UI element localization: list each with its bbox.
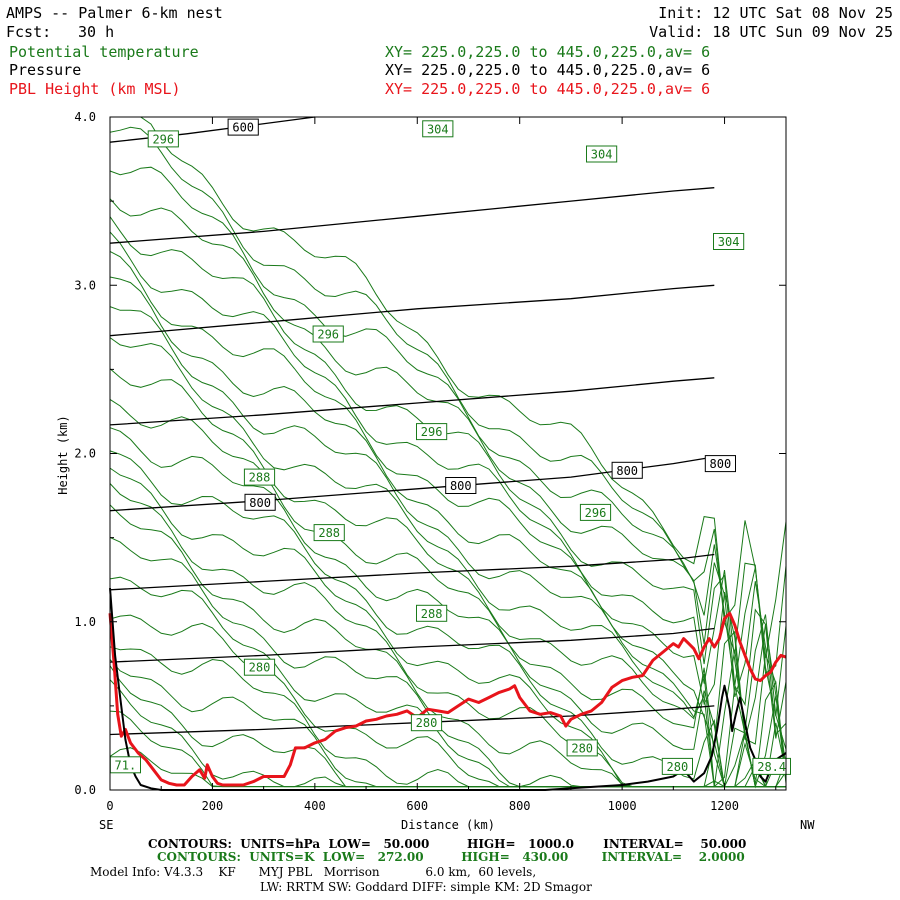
theta-contour-label-box [422, 120, 454, 138]
pressure-contour-label: 800 [450, 479, 472, 493]
x-tick-label: 1000 [608, 799, 637, 813]
theta-contour-label-box [312, 325, 344, 343]
theta-contour-label-box [243, 468, 276, 486]
theta-contour-label: 304 [427, 122, 449, 136]
pressure-contour-line [109, 553, 715, 591]
theta-contour-label-box [313, 524, 345, 542]
theta-contour-label-box [752, 757, 792, 775]
theta-contour-label: 288 [318, 526, 340, 540]
x-axis-left-end: SE [99, 818, 113, 832]
contour-labels: 296 304 304 304 296 296 296 288 288 288 280 280 280 2… [109, 118, 792, 775]
theta-contour-label-box [243, 658, 276, 676]
theta-contour-label-box [713, 233, 745, 250]
y-axis-title: Height (km) [56, 415, 70, 494]
theta-contour-label: 304 [718, 235, 740, 249]
theta-contour-line [109, 126, 787, 675]
x-tick-label: 800 [509, 799, 531, 813]
pressure-contour-line [109, 187, 715, 244]
theta-contour-line [109, 231, 787, 750]
theta-contour-label-box [147, 130, 179, 148]
theta-contour-label-box [416, 423, 448, 441]
theta-contour-line [109, 198, 787, 739]
theta-contour-label: 280 [571, 741, 593, 755]
potential-temperature-contours [109, 116, 787, 789]
init-time: Init: 12 UTC Sat 08 Nov 25 [658, 4, 893, 22]
legend-pbl-height-xy: XY= 225.0,225.0 to 445.0,225.0,av= 6 [385, 80, 710, 98]
theta-contour-line [109, 368, 787, 788]
theta-contour-line [109, 306, 787, 787]
theta-contour-label: 288 [421, 607, 443, 621]
pressure-contour-label: 800 [249, 496, 271, 510]
legend-pbl-height: PBL Height (km MSL) [9, 80, 181, 98]
footer-model-info: Model Info: V4.3.3 KF MYJ PBL Morrison 6… [90, 865, 536, 879]
theta-contour-label: 296 [317, 328, 339, 342]
theta-contour-label-box [410, 714, 443, 732]
theta-contour-line [109, 398, 787, 788]
footer-pressure-contours: CONTOURS: UNITS=hPa LOW= 50.000 HIGH= 10… [148, 837, 746, 851]
theta-contour-label-box [661, 757, 693, 775]
forecast-value: 30 h [78, 23, 114, 41]
pressure-contour-label: 800 [710, 457, 732, 471]
pressure-contour-line [109, 377, 715, 426]
theta-contour-label: 28.4 [757, 760, 786, 774]
theta-contour-label-box [579, 503, 612, 521]
theta-contour-label-box [586, 145, 618, 163]
pressure-contour-label-box [244, 493, 276, 511]
theta-contour-label: 280 [416, 716, 438, 730]
theta-contour-label: 304 [591, 148, 613, 162]
theta-contour-label-box [416, 604, 448, 622]
y-tick-label: 3.0 [74, 278, 96, 292]
footer-theta-contours: CONTOURS: UNITS=K LOW= 272.00 HIGH= 430.… [157, 850, 745, 864]
pressure-contour-label: 600 [232, 121, 254, 135]
plot-background [110, 117, 786, 790]
forecast-label: Fcst: [6, 23, 51, 41]
x-axis-title: Distance (km) [401, 818, 495, 832]
theta-contour-line [109, 216, 787, 736]
theta-contour-label: 296 [585, 506, 607, 520]
pressure-contour-label-box [704, 455, 736, 473]
plot-area: 296 304 304 304 296 296 296 288 288 288 280 280 280 2… [74, 110, 792, 813]
pressure-contour-line [109, 456, 715, 512]
theta-contour-label: 296 [421, 425, 443, 439]
pressure-contour-label: 800 [616, 464, 638, 478]
legend-pressure-xy: XY= 225.0,225.0 to 445.0,225.0,av= 6 [385, 61, 710, 79]
theta-contour-line [109, 337, 787, 789]
legend-pressure: Pressure [9, 61, 81, 79]
pressure-contour-line [109, 627, 715, 663]
x-tick-label: 1200 [710, 799, 739, 813]
pbl-height-line [108, 611, 787, 787]
legend-potential-temperature: Potential temperature [9, 43, 199, 61]
theta-contour-label: 296 [152, 132, 174, 146]
x-tick-label: 0 [106, 799, 113, 813]
theta-contour-line [109, 276, 787, 778]
figure-title: AMPS -- Palmer 6-km nest [6, 4, 223, 22]
theta-contour-label: 288 [249, 471, 271, 485]
y-tick-label: 1.0 [74, 615, 96, 629]
x-axis-right-end: NW [800, 818, 815, 832]
footer-physics-info: LW: RRTM SW: Goddard DIFF: simple KM: 2D… [260, 880, 592, 894]
pressure-contour-label-box [227, 118, 259, 136]
theta-contour-line [109, 427, 787, 788]
y-tick-label: 0.0 [74, 783, 96, 797]
pressure-contour-label-box [445, 477, 477, 494]
x-tick-label: 600 [406, 799, 428, 813]
pressure-contour-line [109, 284, 715, 337]
axis-ticks: 0 200 400 600 800 1000 1200 0.0 1.0 2.0 3.0 4.0 [74, 110, 786, 813]
y-tick-label: 4.0 [74, 110, 96, 124]
pressure-contours [109, 116, 715, 736]
theta-contour-label: 280 [249, 661, 271, 675]
pressure-contour-line [109, 705, 715, 736]
theta-contour-line [110, 116, 787, 658]
legend-potential-temperature-xy: XY= 225.0,225.0 to 445.0,225.0,av= 6 [385, 43, 710, 61]
theta-contour-label: 280 [667, 760, 689, 774]
x-tick-label: 400 [304, 799, 326, 813]
pressure-contour-label-box [611, 461, 643, 479]
theta-contour-line [109, 250, 787, 767]
x-tick-label: 200 [202, 799, 224, 813]
theta-contour-label-box [566, 739, 598, 757]
valid-time: Valid: 18 UTC Sun 09 Nov 25 [649, 23, 893, 41]
theta-contour-label: 71. [115, 758, 137, 772]
y-tick-label: 2.0 [74, 447, 96, 461]
